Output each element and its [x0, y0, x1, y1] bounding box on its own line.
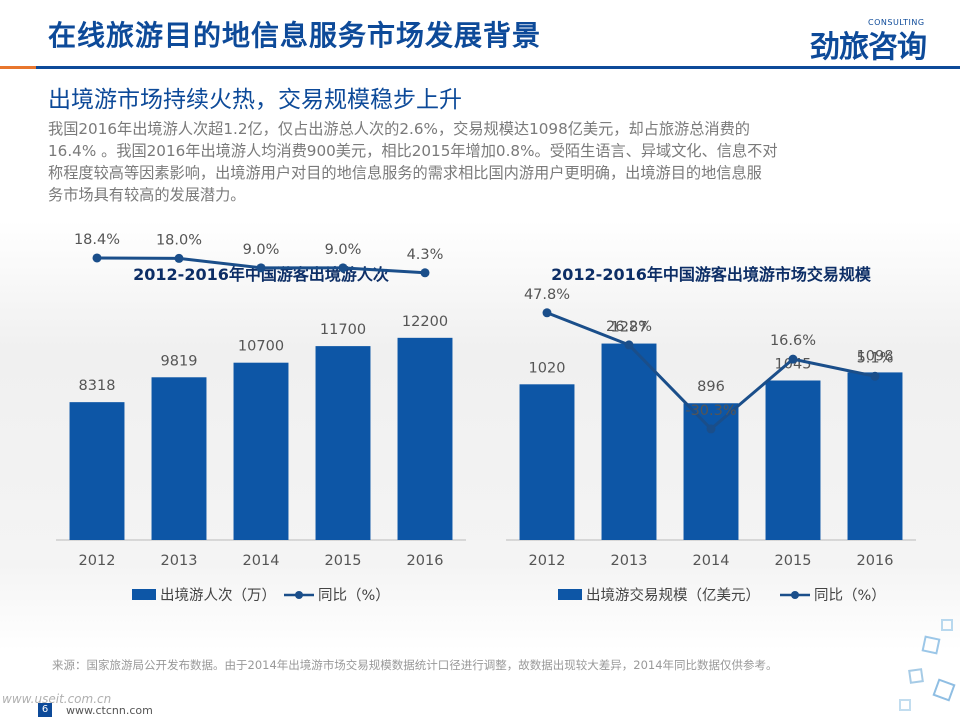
line-data-label: -30.3% [685, 403, 736, 419]
line-data-label: 47.8% [524, 287, 570, 303]
x-tick-label: 2015 [325, 553, 362, 569]
line-data-label: 9.0% [325, 242, 362, 258]
page-number: 6 [38, 703, 52, 717]
decorative-squares [899, 619, 956, 711]
bar-data-label: 8318 [79, 378, 116, 394]
legend-label: 出境游人次（万） [160, 586, 276, 604]
bar-data-label: 1020 [529, 360, 566, 376]
chart-title: 2012-2016年中国游客出境游人次 [133, 265, 389, 284]
body-paragraph: 我国2016年出境游人次超1.2亿，仅占出游总人次的2.6%，交易规模达1098… [48, 118, 928, 206]
line-data-label: 4.3% [407, 247, 444, 263]
title-rule [36, 66, 960, 69]
x-tick-label: 2016 [407, 553, 444, 569]
bar-data-label: 9819 [161, 353, 198, 369]
section-subtitle: 出境游市场持续火热，交易规模稳步上升 [48, 87, 462, 113]
x-tick-label: 2016 [857, 553, 894, 569]
line-point [174, 253, 184, 263]
bar-data-label: 12200 [402, 314, 448, 330]
chart-svg: 2012-2016年中国游客出境游人次 8318 2012 9819 2013 10700… [56, 232, 466, 604]
bar [683, 403, 739, 540]
bar [847, 372, 903, 540]
line-data-label: 18.0% [156, 232, 202, 248]
line-point [92, 253, 102, 263]
chart-svg: 2012-2016年中国游客出境游市场交易规模 1020 2012 1287 2013 8… [506, 265, 916, 604]
logo-english: CONSULTING [868, 18, 925, 27]
line-point [870, 371, 880, 381]
line-point [420, 268, 430, 278]
bar-data-label: 10700 [238, 339, 284, 355]
page-title: 在线旅游目的地信息服务市场发展背景 [48, 19, 542, 52]
footer-watermark: www.useit.com.cn [2, 692, 112, 706]
x-tick-label: 2014 [693, 553, 730, 569]
line-data-label: 26.2% [606, 319, 652, 335]
line-data-label: 5.1% [857, 350, 894, 366]
x-tick-label: 2012 [79, 553, 116, 569]
line-data-label: 9.0% [243, 242, 280, 258]
legend-bar-swatch [558, 589, 582, 600]
title-rule-accent [0, 66, 36, 69]
bar [765, 380, 821, 540]
x-tick-label: 2015 [775, 553, 812, 569]
source-note: 来源：国家旅游局公开发布数据。由于2014年出境游市场交易规模数据统计口径进行调… [52, 658, 778, 672]
legend-line-marker [295, 591, 303, 599]
header: 在线旅游目的地信息服务市场发展背景 CONSULTING 劲旅咨询 [0, 0, 960, 65]
body-line: 务市场具有较高的发展潜力。 [48, 186, 246, 204]
x-tick-label: 2014 [243, 553, 280, 569]
x-tick-label: 2012 [529, 553, 566, 569]
body-line: 称程度较高等因素影响，出境游用户对目的地信息服务的需求相比国内游用户更明确，出境… [48, 164, 762, 182]
brand-logo: CONSULTING 劲旅咨询 [810, 18, 940, 65]
x-tick-label: 2013 [161, 553, 198, 569]
bar-data-label: 1287 [611, 320, 648, 336]
chart-outbound-spending: 2012-2016年中国游客出境游市场交易规模 1020 2012 1287 2013 8… [490, 250, 930, 620]
footer-url: www.ctcnn.com [66, 704, 153, 717]
logo-chinese: 劲旅咨询 [810, 30, 927, 65]
legend-label: 同比（%） [318, 587, 390, 604]
bar-data-label: 1098 [857, 348, 894, 364]
legend-line-marker [791, 591, 799, 599]
line-data-label: 16.6% [770, 333, 816, 349]
legend-bar-swatch [132, 589, 156, 600]
bar-data-label: 896 [697, 379, 725, 395]
bar [69, 402, 125, 540]
line-point [542, 308, 552, 318]
line-point [256, 263, 266, 273]
bar [151, 377, 207, 540]
bar [519, 384, 575, 540]
bar-data-label: 11700 [320, 322, 366, 338]
line-point [338, 263, 348, 273]
legend-label: 出境游交易规模（亿美元） [586, 586, 760, 604]
x-tick-label: 2013 [611, 553, 648, 569]
body-line: 我国2016年出境游人次超1.2亿，仅占出游总人次的2.6%，交易规模达1098… [48, 120, 750, 138]
line-point [706, 424, 716, 434]
line-point [624, 340, 634, 350]
bar [315, 346, 371, 540]
bar [601, 343, 657, 540]
line-data-label: 18.4% [74, 232, 120, 248]
chart-outbound-trips: 2012-2016年中国游客出境游人次 8318 2012 9819 2013 10700… [40, 232, 480, 620]
legend-label: 同比（%） [814, 587, 886, 604]
bar [397, 337, 453, 540]
chart-title: 2012-2016年中国游客出境游市场交易规模 [551, 265, 872, 284]
body-line: 16.4% 。我国2016年出境游人均消费900美元，相比2015年增加0.8%… [48, 142, 778, 160]
line-point [788, 354, 798, 364]
bar [233, 362, 289, 540]
